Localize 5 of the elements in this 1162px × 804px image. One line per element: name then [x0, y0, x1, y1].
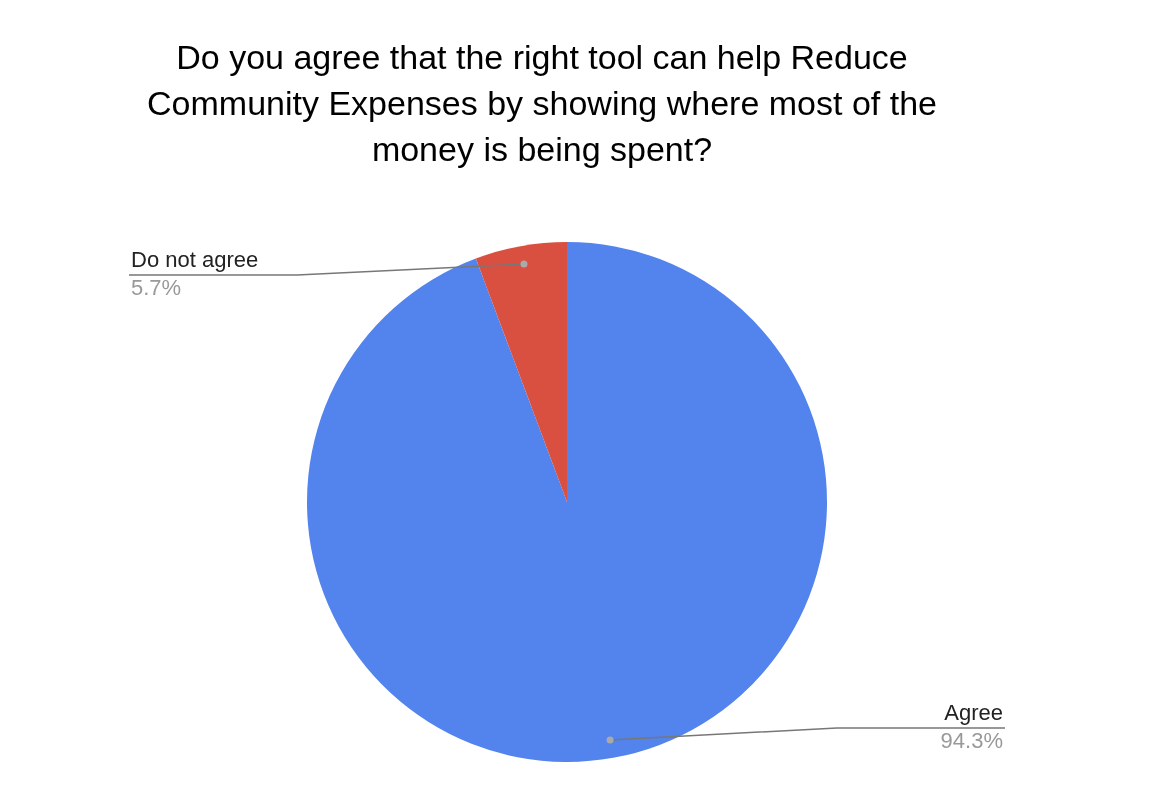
chart-title: Do you agree that the right tool can help Reduce Community Expenses by showing where most of the money is being spent?: [146, 37, 938, 170]
slice-label: Do not agree: [131, 247, 259, 273]
data-label: 94.3%: [940, 728, 1003, 753]
data-label: 5.7%: [131, 275, 182, 301]
slice-label: Agree: [944, 700, 1003, 725]
